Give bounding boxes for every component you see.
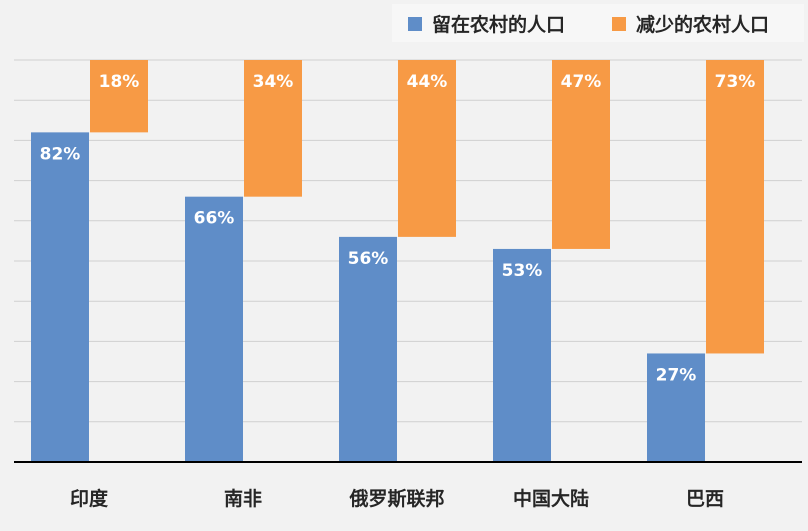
bar-remaining-1 xyxy=(185,196,243,462)
x-tick-label: 印度 xyxy=(70,487,109,510)
legend: 留在农村的人口 减少的农村人口 xyxy=(392,4,804,42)
x-tick-label: 中国大陆 xyxy=(513,487,589,510)
data-label-reduced-3: 47% xyxy=(561,72,602,92)
x-tick-label: 俄罗斯联邦 xyxy=(348,487,444,510)
data-label-remaining-1: 66% xyxy=(194,209,235,229)
data-label-reduced-0: 18% xyxy=(99,72,140,92)
bar-reduced-0 xyxy=(90,60,148,133)
data-label-reduced-1: 34% xyxy=(253,72,294,92)
bar-remaining-3 xyxy=(493,248,551,462)
legend-swatch-1 xyxy=(612,17,626,31)
bar-reduced-4 xyxy=(706,60,764,354)
x-tick-labels: 印度 南非 俄罗斯联邦 中国大陆 巴西 xyxy=(70,487,724,510)
bars: 82% 18% 66% 34% 56% 44% 53% 47% 27% 73% xyxy=(31,60,764,463)
data-label-reduced-4: 73% xyxy=(715,72,756,92)
bar-reduced-3 xyxy=(552,60,610,249)
data-label-remaining-0: 82% xyxy=(40,144,81,164)
legend-label-0: 留在农村的人口 xyxy=(432,13,565,36)
legend-background xyxy=(392,4,804,42)
bar-remaining-4 xyxy=(647,353,705,462)
legend-swatch-0 xyxy=(408,17,422,31)
bar-remaining-0 xyxy=(31,132,89,463)
legend-label-1: 减少的农村人口 xyxy=(636,13,769,36)
data-label-remaining-4: 27% xyxy=(656,365,697,385)
bar-reduced-2 xyxy=(398,60,456,237)
data-label-reduced-2: 44% xyxy=(407,72,448,92)
data-label-remaining-3: 53% xyxy=(502,261,543,281)
bar-remaining-2 xyxy=(339,236,397,462)
data-label-remaining-2: 56% xyxy=(348,249,389,269)
x-tick-label: 巴西 xyxy=(686,488,724,510)
x-tick-label: 南非 xyxy=(224,488,262,510)
bar-reduced-1 xyxy=(244,60,302,197)
